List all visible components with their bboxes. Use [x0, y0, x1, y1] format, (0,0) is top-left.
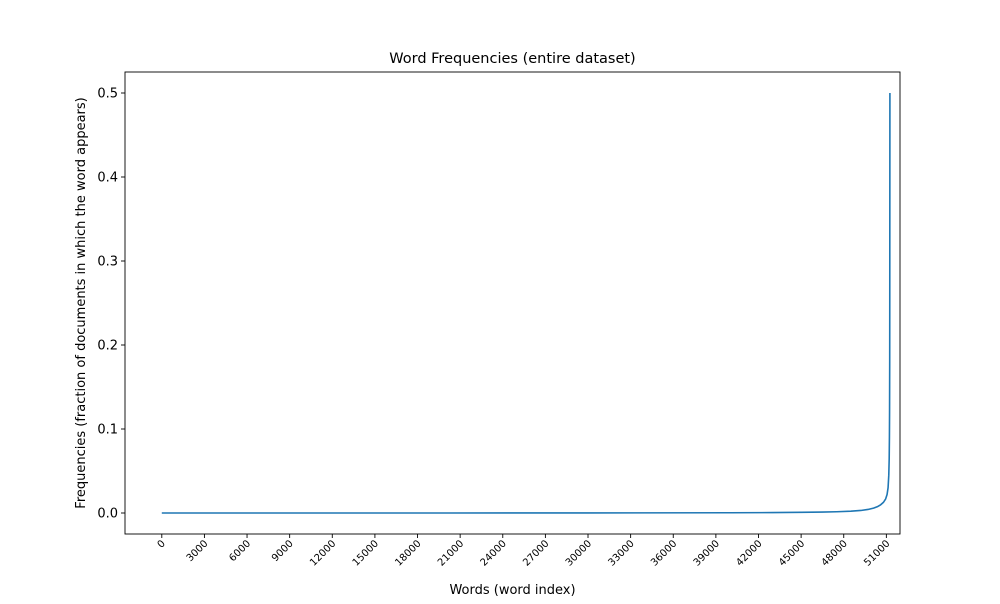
y-tick-label: 0.4	[97, 171, 118, 186]
plot-area	[161, 92, 891, 514]
x-axis-label: Words (word index)	[449, 583, 575, 598]
series-line-0	[161, 92, 891, 514]
y-tick-label: 0.1	[97, 423, 118, 438]
y-axis-label: Frequencies (fraction of documents in wh…	[74, 97, 89, 508]
y-tick-label: 0.3	[97, 255, 118, 270]
y-tick-label: 0.0	[97, 507, 118, 522]
y-tick-label: 0.2	[97, 339, 118, 354]
chart-title: Word Frequencies (entire dataset)	[389, 51, 635, 67]
y-tick-label: 0.5	[97, 87, 118, 102]
axes-frame	[124, 71, 901, 535]
